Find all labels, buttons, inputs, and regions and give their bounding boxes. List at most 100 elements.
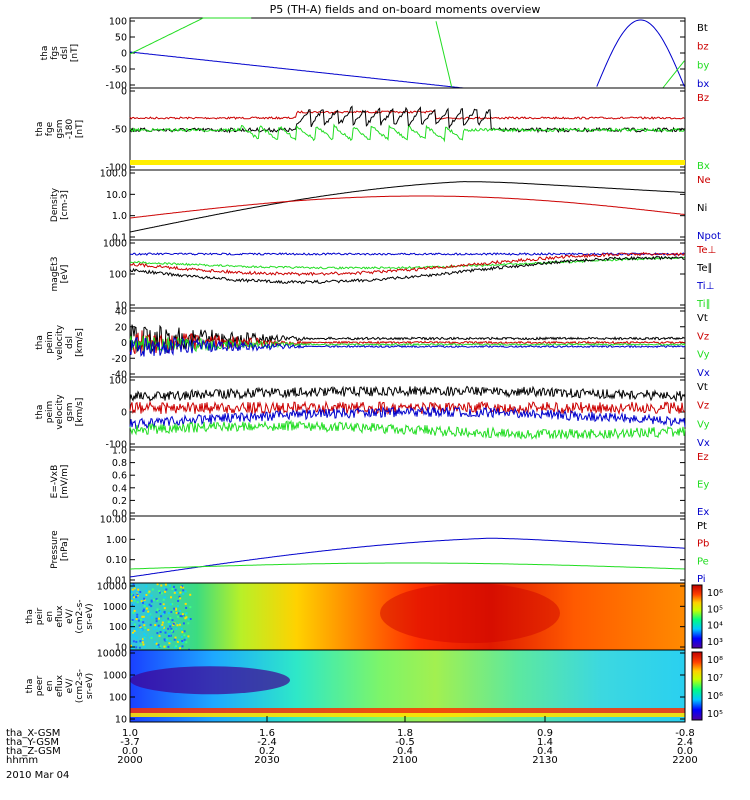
heatmap-pixel	[181, 585, 184, 588]
panel-frame	[129, 169, 686, 241]
y-tick-label: -100	[105, 163, 127, 174]
x-axis-value: 0.0	[677, 746, 693, 757]
y-axis-label: peim	[45, 331, 55, 354]
heatmap-pixel	[147, 610, 150, 613]
y-tick-label: 100	[109, 622, 127, 633]
x-axis-value: 0.9	[537, 728, 553, 739]
heatmap-pixel	[150, 636, 153, 639]
heatmap-pixel	[133, 609, 136, 612]
heatmap-pixel	[148, 590, 151, 593]
x-axis-value: 2000	[117, 755, 142, 766]
x-axis-value: -2.4	[257, 737, 277, 748]
heatmap-pixel	[150, 594, 153, 597]
heatmap-pixel	[142, 610, 145, 612]
heatmap-pixel	[155, 598, 158, 601]
heatmap-pixel	[178, 623, 181, 626]
heatmap-pixel	[182, 641, 185, 644]
y-tick-label: 0.01	[106, 576, 127, 587]
legend-Ey: Ey	[697, 480, 709, 491]
heatmap-pixel	[158, 590, 161, 593]
trace-ti-par	[129, 256, 685, 270]
heatmap-pixel	[157, 643, 160, 646]
date-label: 2010 Mar 04	[6, 770, 69, 781]
x-axis-value: 0.2	[259, 746, 275, 757]
heatmap-pixel	[144, 645, 146, 648]
heatmap-pixel	[156, 599, 159, 602]
trace-pe	[130, 562, 685, 570]
heatmap-pixel	[168, 622, 171, 625]
y-tick-label: 1000	[103, 602, 127, 613]
y-axis-label: -180	[65, 119, 75, 140]
legend-Vz: Vz	[697, 331, 709, 342]
heatmap-pixel	[137, 588, 140, 591]
legend-Ez: Ez	[697, 452, 709, 463]
legend-Bx: Bx	[697, 161, 710, 172]
heatmap-pixel	[169, 634, 172, 637]
heatmap-pixel	[168, 633, 171, 636]
heatmap-pixel	[168, 584, 171, 587]
heatmap-pixel	[156, 608, 159, 611]
heatmap-pixel	[141, 641, 144, 644]
trace-ti-perp	[129, 252, 685, 256]
heatmap-pixel	[162, 626, 165, 629]
heatmap-pixel	[173, 591, 176, 594]
heatmap-pixel	[163, 596, 166, 599]
y-axis-label: tha	[25, 679, 35, 694]
y-axis-label: Pressure	[50, 530, 60, 569]
y-tick-label: -40	[111, 370, 127, 381]
colorbar	[691, 584, 703, 649]
heatmap-pixel	[185, 641, 188, 644]
heatmap-pixel	[137, 591, 140, 594]
y-tick-label: -100	[105, 440, 127, 451]
x-axis-value: -0.8	[675, 728, 695, 739]
trace-bx	[129, 51, 685, 89]
heatmap-pixel	[177, 605, 179, 608]
heatmap-pixel	[184, 617, 187, 620]
y-axis-label: en	[45, 611, 55, 622]
y-axis-label: eflux	[55, 605, 65, 628]
heatmap-pixel	[179, 647, 181, 650]
heatmap-pixel	[143, 597, 146, 600]
trace-by-2	[435, 21, 453, 87]
y-axis-label: magEt3	[50, 257, 60, 292]
heatmap-pixel	[141, 615, 144, 618]
heatmap-pixel	[184, 613, 187, 616]
heatmap-pixel	[160, 584, 163, 587]
heatmap-pixel	[133, 587, 136, 590]
heatmap-pixel	[180, 635, 183, 638]
heatmap-pixel	[153, 628, 156, 630]
heatmap-pixel	[167, 645, 170, 648]
heatmap-pixel	[142, 638, 145, 640]
heatmap-pixel	[173, 585, 175, 588]
x-axis-row-label: tha_Z-GSM	[6, 746, 61, 757]
heatmap-pixel	[179, 615, 182, 617]
heatmap-pixel	[145, 589, 148, 592]
y-tick-label: 1000	[103, 239, 127, 250]
legend-Bz: Bz	[697, 93, 709, 104]
heatmap-pixel	[189, 618, 192, 620]
y-axis-label: [km/s]	[75, 328, 85, 357]
y-axis-label: velocity	[55, 394, 65, 430]
heatmap-pixel	[160, 592, 163, 595]
heatmap-pixel	[167, 635, 170, 637]
heatmap-pixel	[155, 611, 158, 614]
y-axis-label: (cm2-s-	[75, 669, 85, 703]
y-axis-label: peer	[35, 675, 45, 696]
legend-bx: bx	[697, 79, 709, 90]
legend-Bt: Bt	[697, 23, 708, 34]
heatmap-pixel	[159, 591, 161, 594]
heatmap-pixel	[164, 631, 167, 634]
trace-vy	[129, 419, 686, 440]
y-tick-label: 0	[121, 87, 127, 98]
trace-vt	[129, 385, 686, 403]
panel-9: 10000 1000 100 10 tha peir en eflux eV/(cm2-s-sr…	[25, 582, 723, 654]
heatmap-pixel	[145, 607, 148, 610]
heatmap-pixel	[133, 623, 136, 626]
y-axis-label: [cm-3]	[60, 190, 70, 220]
panel-frame	[129, 515, 686, 584]
heatmap-pixel	[143, 624, 146, 627]
heatmap-pixel	[171, 588, 174, 590]
heatmap-pixel	[175, 645, 178, 648]
colorbar-label: 10³	[707, 637, 723, 648]
heatmap-pixel	[156, 632, 159, 635]
